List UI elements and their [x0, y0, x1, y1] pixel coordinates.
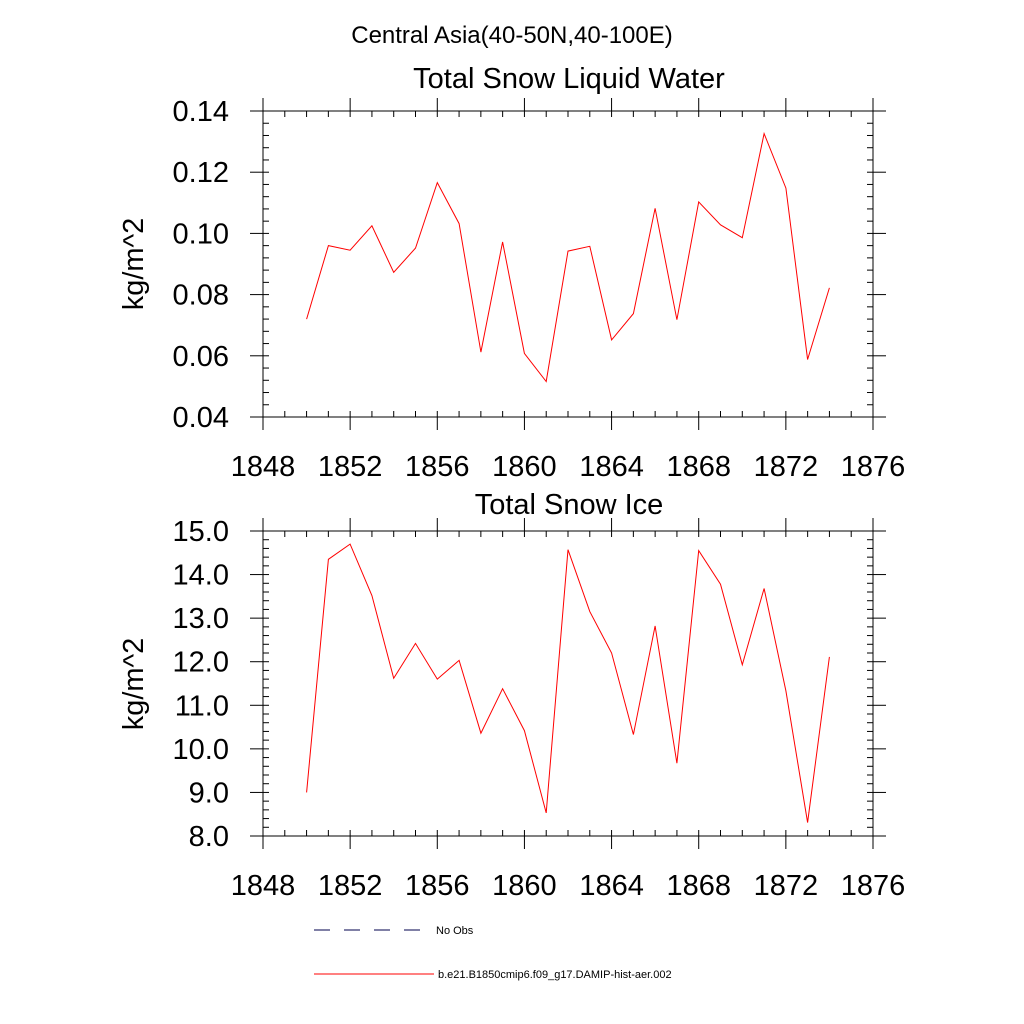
y-tick-label: 13.0	[173, 603, 229, 635]
y-tick-label: 12.0	[173, 647, 229, 679]
y-tick-label: 0.04	[173, 402, 229, 434]
y-tick-label: 0.08	[173, 280, 229, 312]
x-tick-label: 1856	[405, 870, 470, 902]
legend: No Obs b.e21.B1850cmip6.f09_g17.DAMIP-hi…	[314, 925, 672, 981]
plot-frame	[262, 110, 874, 418]
x-tick-label: 1852	[318, 451, 383, 483]
y-tick-label: 10.0	[173, 734, 229, 766]
x-tick-label: 1852	[318, 870, 383, 902]
legend-label-model: b.e21.B1850cmip6.f09_g17.DAMIP-hist-aer.…	[438, 969, 672, 981]
y-axis-label: kg/m^2	[118, 218, 150, 311]
x-tick-label: 1872	[754, 451, 819, 483]
legend-label-no-obs: No Obs	[436, 925, 474, 937]
y-axis-label: kg/m^2	[118, 638, 150, 731]
series-line	[306, 131, 830, 383]
x-tick-label: 1868	[666, 870, 731, 902]
y-tick-label: 0.14	[173, 96, 229, 128]
x-tick-label: 1848	[231, 451, 296, 483]
plot-area: 1848 1852 1856 1860 1864 1868 1872 1876 8.0 9.0 10…	[173, 516, 906, 902]
panel-title: Total Snow Liquid Water	[413, 63, 725, 95]
y-tick-label: 0.06	[173, 341, 229, 373]
x-tick-label: 1864	[579, 451, 644, 483]
x-tick-label: 1868	[666, 451, 731, 483]
y-tick-label: 8.0	[189, 821, 229, 853]
y-tick-label: 0.10	[173, 218, 229, 250]
y-tick-label: 11.0	[175, 690, 229, 722]
x-tick-label: 1864	[579, 870, 644, 902]
x-tick-label: 1876	[841, 870, 906, 902]
plot-frame	[262, 530, 874, 837]
panel-snow-liquid-water: Total Snow Liquid Water kg/m^2 1848 1852 1…	[118, 63, 905, 483]
x-tick-label: 1848	[231, 870, 296, 902]
y-tick-label: 15.0	[173, 516, 229, 548]
y-tick-label: 0.12	[173, 157, 229, 189]
panel-snow-ice: Total Snow Ice kg/m^2 1848 1852 1856 1860 18…	[118, 489, 905, 902]
x-tick-label: 1872	[754, 870, 819, 902]
y-tick-label: 9.0	[189, 777, 229, 809]
x-tick-label: 1860	[492, 870, 557, 902]
y-tick-label: 14.0	[173, 560, 229, 592]
panel-title: Total Snow Ice	[475, 489, 664, 521]
series-line	[306, 543, 830, 823]
x-tick-label: 1876	[841, 451, 906, 483]
x-tick-label: 1856	[405, 451, 470, 483]
x-tick-label: 1860	[492, 451, 557, 483]
plot-area: 1848 1852 1856 1860 1864 1868 1872 1876 0.04 0.06…	[173, 96, 906, 483]
figure-title: Central Asia(40-50N,40-100E)	[351, 22, 673, 49]
